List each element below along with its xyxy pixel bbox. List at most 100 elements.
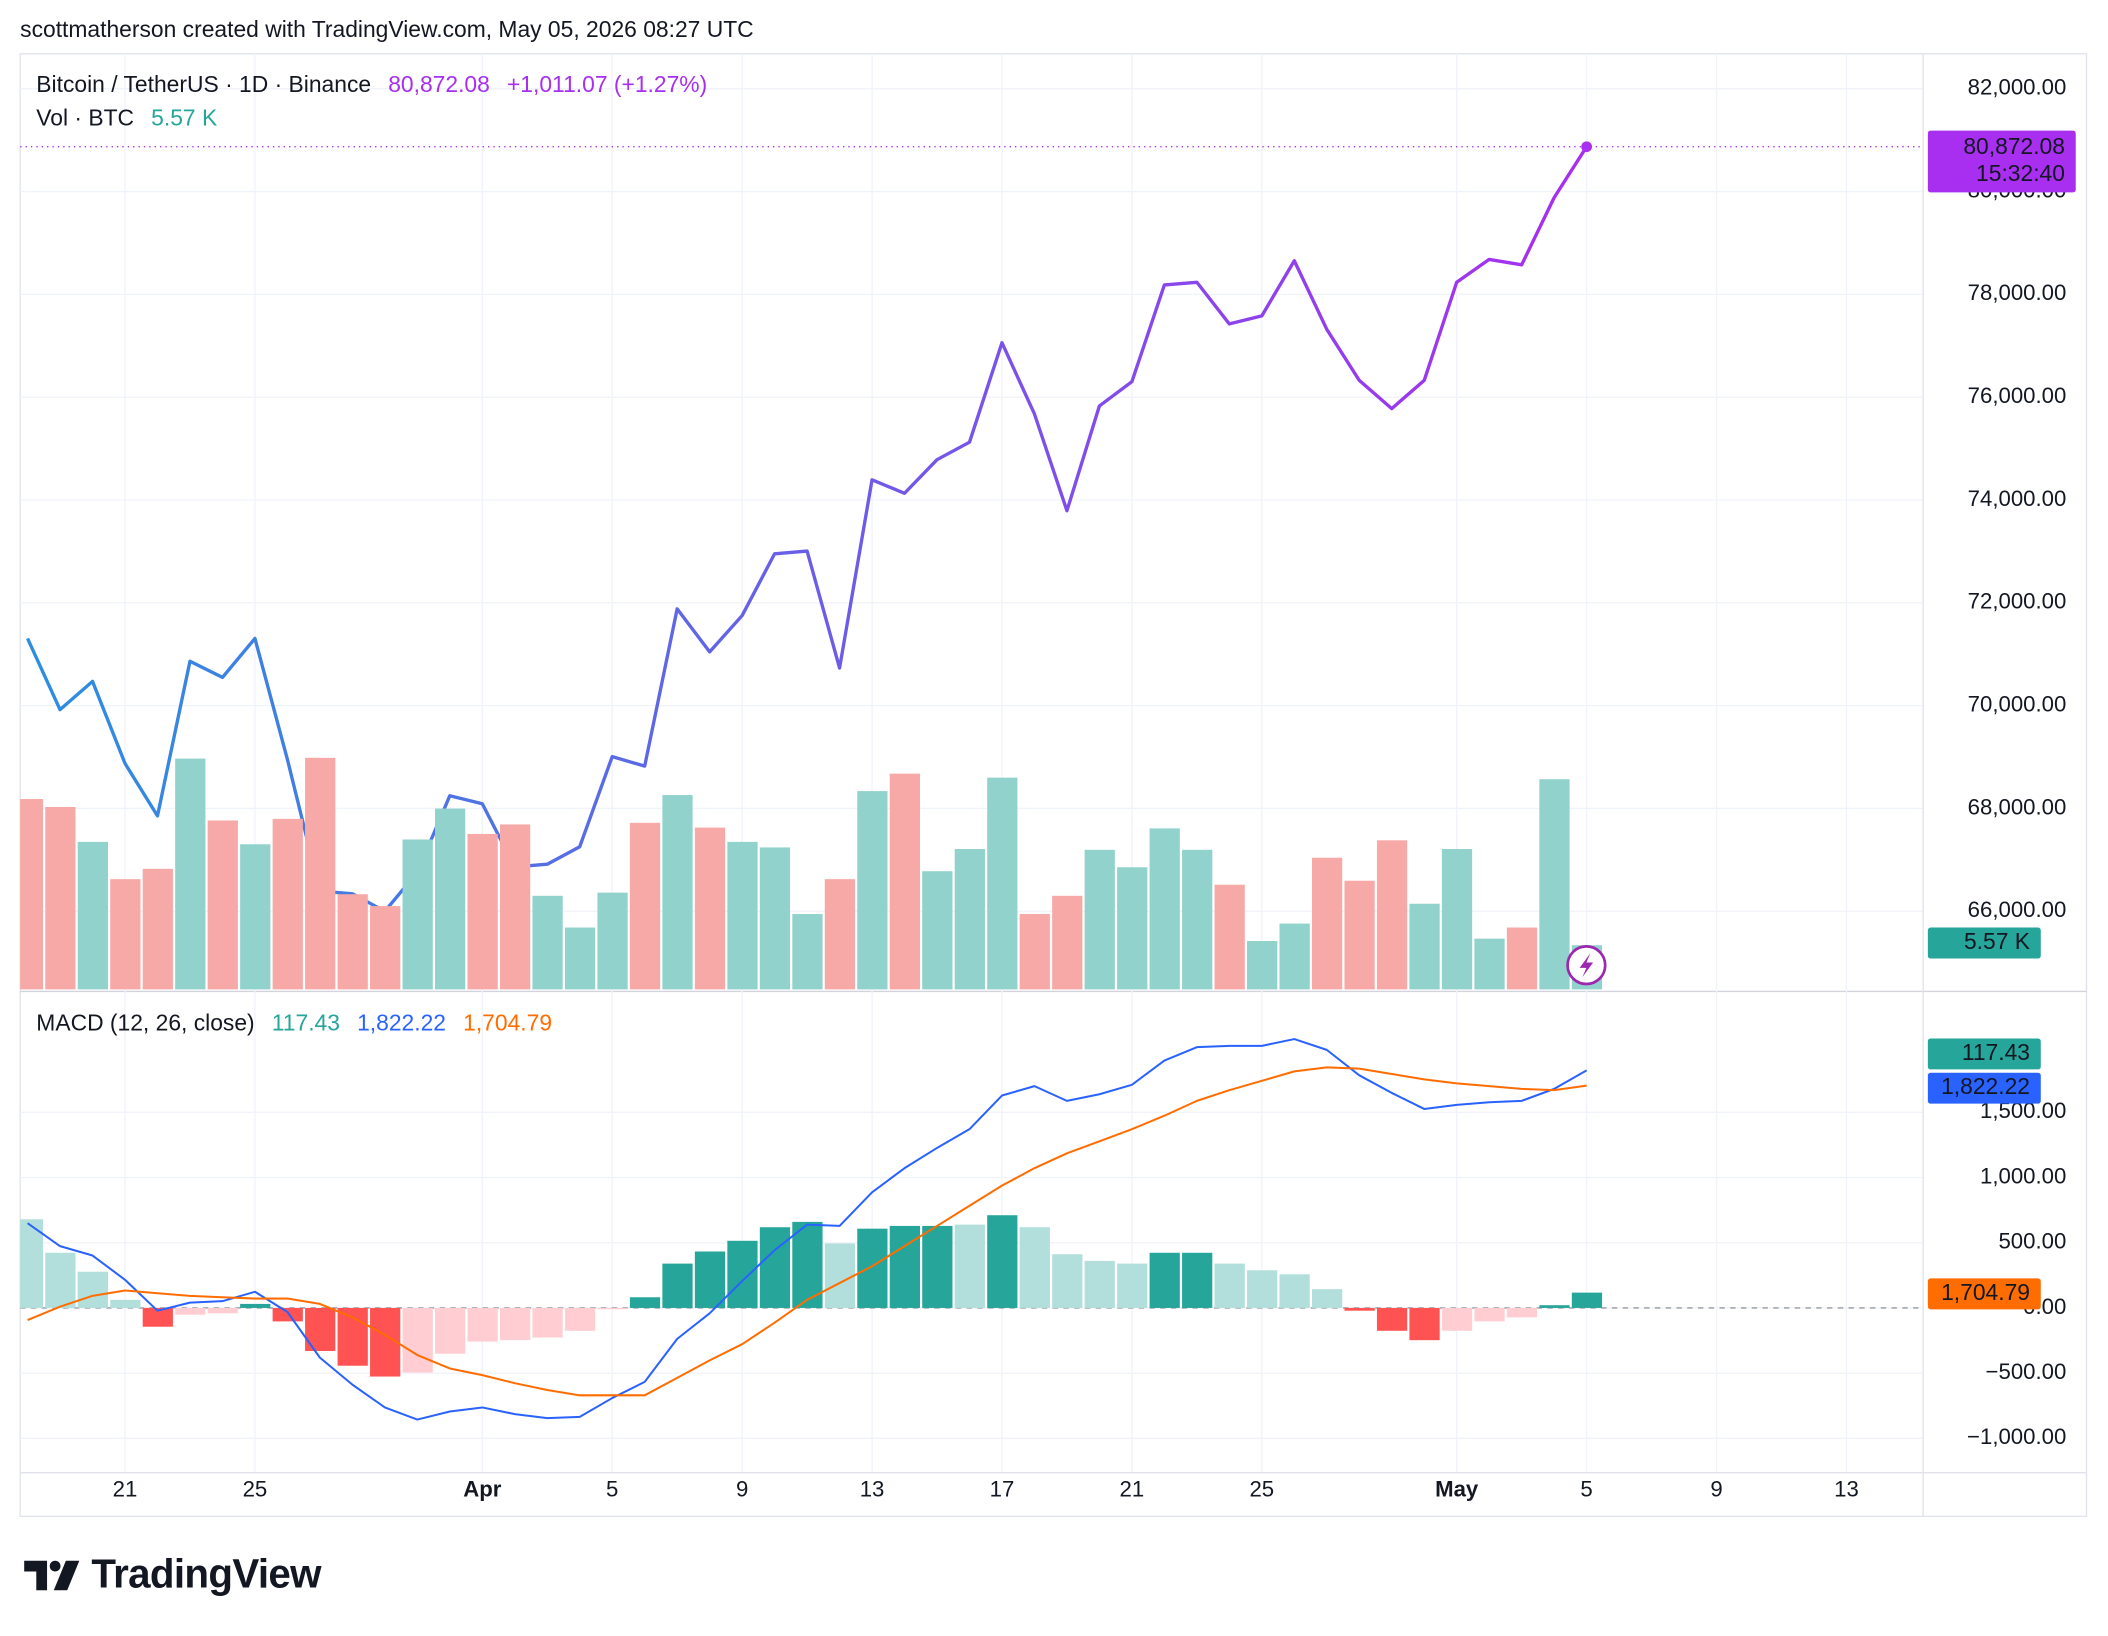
x-tick-label: May — [1435, 1477, 1479, 1502]
macd-line — [27, 1066, 1587, 1397]
logo-text[interactable]: TradingView — [91, 1551, 322, 1597]
logo-slash[interactable] — [53, 1560, 80, 1591]
x-tick-label: 9 — [1710, 1477, 1722, 1502]
volume-bar — [1084, 849, 1115, 990]
last-price-dot — [1581, 141, 1592, 153]
volume-bar — [922, 871, 953, 990]
volume-bar — [694, 827, 726, 990]
histogram-bar — [272, 1307, 303, 1322]
logo-dot[interactable] — [49, 1560, 61, 1572]
volume-bar — [337, 894, 368, 990]
volume-bar — [532, 895, 563, 990]
histogram-bar — [1279, 1274, 1310, 1308]
volume-bar — [1214, 884, 1245, 990]
histogram-bar — [1247, 1270, 1278, 1308]
volume-bar — [142, 868, 173, 990]
histogram-bar — [1474, 1307, 1505, 1322]
x-tick-label: 25 — [1249, 1477, 1274, 1502]
price-badge — [1927, 130, 2076, 193]
histogram-bar — [532, 1307, 563, 1338]
volume-bar — [1376, 840, 1408, 990]
histogram-bar — [175, 1307, 206, 1315]
macd-line — [26, 1038, 1588, 1421]
histogram-bar — [207, 1307, 238, 1314]
macd-badge — [1927, 1072, 2041, 1104]
y-tick-label: 66,000.00 — [1968, 897, 2067, 922]
histogram-bar — [694, 1251, 726, 1308]
logo[interactable]: TradingView — [24, 1551, 323, 1597]
volume-bar — [207, 820, 238, 990]
histogram-bar — [142, 1307, 173, 1327]
x-tick-label: 9 — [736, 1477, 748, 1502]
volume-badge — [1927, 927, 2041, 959]
volume-bar — [792, 914, 823, 990]
replay-icon[interactable] — [1566, 945, 1607, 986]
price-legend: Bitcoin / TetherUS · 1D · Binance 80,872… — [36, 71, 707, 97]
volume-bar — [20, 799, 44, 990]
y-tick-label: 78,000.00 — [1968, 280, 2067, 305]
volume-bar — [564, 927, 596, 990]
histogram-bar — [1571, 1292, 1603, 1308]
histogram-bar — [1182, 1252, 1213, 1308]
volume-bar — [1344, 880, 1375, 990]
histogram-bar — [597, 1307, 628, 1310]
histogram-bar — [1344, 1307, 1375, 1311]
x-tick-label: 5 — [1580, 1477, 1592, 1502]
y-tick-label: 68,000.00 — [1968, 794, 2067, 819]
volume-bar — [1182, 849, 1213, 990]
volume-bar — [759, 847, 791, 990]
macd-badge-text: 117.43 — [1962, 1039, 2030, 1065]
y-tick-label: 74,000.00 — [1968, 486, 2067, 511]
x-tick-label: 13 — [860, 1477, 885, 1502]
volume-bar — [1474, 938, 1505, 990]
chart-frame — [19, 53, 2088, 1518]
volume-bar — [662, 795, 693, 990]
histogram-bar — [110, 1299, 141, 1308]
macd-badge — [1927, 1038, 2041, 1070]
histogram-bar — [1052, 1254, 1083, 1308]
histogram-bar — [987, 1215, 1018, 1308]
x-tick-label: 21 — [113, 1477, 138, 1502]
plot-area — [20, 145, 1603, 1421]
macd-legend: MACD (12, 26, close) 117.43 1,822.22 1,7… — [36, 1009, 552, 1035]
histogram-bar — [1311, 1289, 1343, 1308]
y-tick-label: 76,000.00 — [1968, 383, 2067, 408]
histogram-bar — [77, 1271, 108, 1308]
histogram-bar — [1376, 1307, 1408, 1331]
y-tick-label: −1,000.00 — [1967, 1424, 2066, 1449]
volume-bar — [370, 906, 401, 990]
histogram-bar — [435, 1307, 466, 1354]
histogram-bar — [1117, 1263, 1148, 1308]
histogram-bar — [1409, 1307, 1440, 1341]
volume-bar — [1279, 923, 1310, 990]
last-price: 80,872.08 — [388, 71, 490, 97]
histogram-bar — [45, 1252, 76, 1308]
logo-mark[interactable] — [24, 1560, 48, 1591]
volume-bar — [499, 824, 531, 990]
volume-bar — [987, 777, 1018, 990]
histogram-bar — [629, 1297, 661, 1308]
histogram-bar — [1214, 1263, 1245, 1308]
y-tick-label: 500.00 — [1998, 1229, 2066, 1254]
histogram-bar — [1506, 1307, 1538, 1318]
price-badge-text: 80,872.08 — [1963, 133, 2065, 159]
volume-bar — [305, 757, 336, 990]
volume-bar — [175, 758, 206, 990]
volume-bar — [954, 849, 985, 990]
histogram-bar — [759, 1227, 791, 1308]
volume-bar — [467, 833, 498, 990]
volume-bar — [1117, 867, 1148, 990]
volume-bar — [597, 892, 628, 990]
volume-bar — [1019, 914, 1050, 990]
y-tick-label: 1,000.00 — [1980, 1163, 2066, 1188]
price-change: +1,011.07 (+1.27%) — [507, 71, 707, 97]
histogram-bar — [20, 1219, 44, 1308]
volume-bar — [889, 773, 920, 990]
macd-last: 1,822.22 — [357, 1009, 446, 1035]
icon-bolt[interactable] — [1579, 953, 1594, 978]
histogram-bar — [824, 1243, 856, 1308]
x-tick-label: 13 — [1834, 1477, 1859, 1502]
x-tick-label: 5 — [606, 1477, 618, 1502]
macd-title: MACD (12, 26, close) — [36, 1009, 254, 1035]
